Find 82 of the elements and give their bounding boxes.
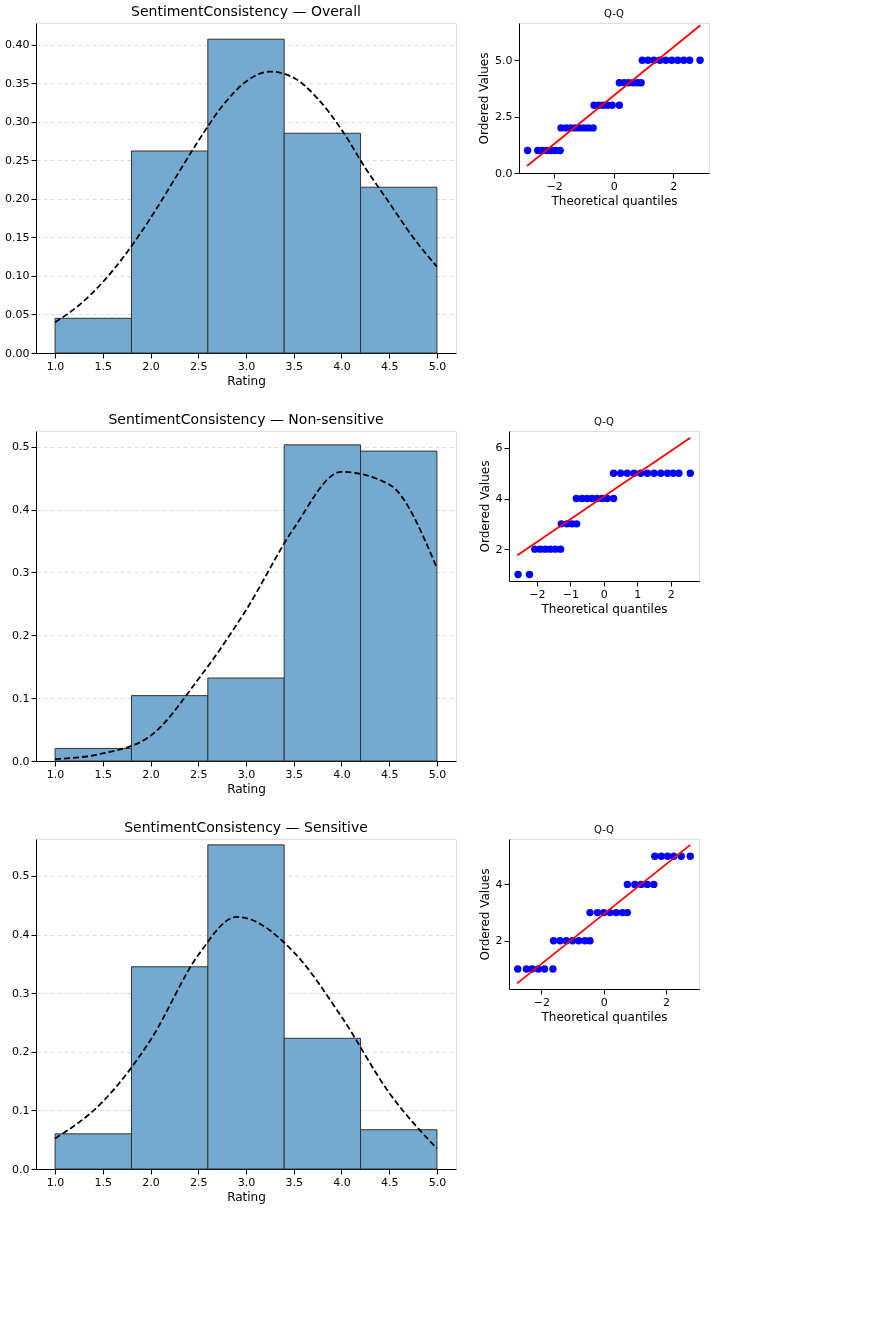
x-tick-label: 3.5 <box>285 767 303 781</box>
x-tick-label: 2 <box>662 995 670 1009</box>
x-tick-label: 4.5 <box>380 1175 399 1189</box>
x-tick-label: 2.0 <box>142 767 160 781</box>
y-tick-label: 4 <box>495 492 503 506</box>
x-tick-label: 4.0 <box>333 767 351 781</box>
x-tick-label: 2 <box>670 179 678 193</box>
y-axis-title: Ordered Values <box>477 868 492 961</box>
y-tick-label: 2 <box>495 542 503 556</box>
y-tick-label: 0.35 <box>5 76 30 90</box>
x-tick-label: 4.0 <box>333 359 351 373</box>
x-tick-label: 5.0 <box>428 1175 447 1189</box>
x-tick-label: 2 <box>667 587 675 601</box>
x-tick-label: 1.0 <box>46 767 65 781</box>
y-tick-label: 0.2 <box>12 1045 30 1059</box>
x-tick-label: 0 <box>600 587 608 601</box>
x-axis-title: Theoretical quantiles <box>540 601 668 616</box>
x-tick-label: 1.5 <box>94 1175 113 1189</box>
y-axis-title: Ordered Values <box>477 52 492 145</box>
x-tick-label: 5.0 <box>428 767 447 781</box>
y-tick-label: 0.1 <box>12 1103 30 1117</box>
x-tick-label: 1 <box>634 587 642 601</box>
x-tick-label: 1.0 <box>46 1175 65 1189</box>
x-tick-label: 1.0 <box>46 359 65 373</box>
y-tick-label: 0.1 <box>12 691 30 705</box>
y-tick-label: 0.2 <box>12 628 30 642</box>
x-tick-label: 4.0 <box>333 1175 351 1189</box>
x-tick-label: 4.5 <box>380 767 399 781</box>
y-tick-label: 0.20 <box>5 192 30 206</box>
y-tick-label: 0.3 <box>12 986 30 1000</box>
chart-title: Q-Q <box>594 824 615 835</box>
y-tick-label: 0.4 <box>12 503 30 517</box>
x-tick-label: 0 <box>610 179 618 193</box>
x-tick-label: 2.5 <box>190 359 208 373</box>
x-tick-label: 3.5 <box>285 1175 303 1189</box>
x-tick-label: 1.5 <box>94 767 113 781</box>
y-tick-label: 0.0 <box>12 754 30 768</box>
y-tick-label: 0.15 <box>5 230 30 244</box>
y-tick-label: 2.5 <box>495 110 513 124</box>
x-tick-label: 3.5 <box>285 359 303 373</box>
chart-title: SentimentConsistency — Sensitive <box>124 819 368 835</box>
x-tick-label: 4.5 <box>380 359 399 373</box>
y-tick-label: 0.5 <box>12 869 30 883</box>
y-tick-label: 0.4 <box>12 928 30 942</box>
x-tick-label: 2.0 <box>142 359 160 373</box>
y-tick-label: 0.3 <box>12 565 30 579</box>
y-tick-label: 0.10 <box>5 269 30 283</box>
y-tick-label: 0.05 <box>5 307 30 321</box>
x-tick-label: 3.0 <box>237 1175 256 1189</box>
y-tick-label: 0.0 <box>495 166 513 180</box>
chart-title: SentimentConsistency — Non-sensitive <box>108 411 384 427</box>
x-tick-label: 5.0 <box>428 359 447 373</box>
y-tick-label: 0.25 <box>5 153 30 167</box>
chart-title: Q-Q <box>604 8 625 19</box>
x-axis-title: Theoretical quantiles <box>540 1009 668 1024</box>
x-tick-label: 3.0 <box>237 767 256 781</box>
x-tick-label: −1 <box>562 587 579 601</box>
x-tick-label: 2.0 <box>142 1175 160 1189</box>
x-tick-label: 3.0 <box>237 359 256 373</box>
chart-title: Q-Q <box>594 416 615 427</box>
x-axis-title: Theoretical quantiles <box>550 193 678 208</box>
y-tick-label: 0.0 <box>12 1162 30 1176</box>
x-tick-label: −2 <box>533 995 550 1009</box>
y-axis-title: Ordered Values <box>477 460 492 553</box>
x-tick-label: 2.5 <box>190 1175 208 1189</box>
y-tick-label: 6 <box>495 441 503 455</box>
x-axis-title: Rating <box>227 1189 266 1204</box>
x-axis-title: Rating <box>227 373 266 388</box>
y-tick-label: 0.00 <box>5 346 30 360</box>
x-axis-title: Rating <box>227 781 266 796</box>
y-tick-label: 5.0 <box>495 53 513 67</box>
x-tick-label: −2 <box>546 179 563 193</box>
chart-title: SentimentConsistency — Overall <box>131 3 361 19</box>
x-tick-label: 1.5 <box>94 359 113 373</box>
x-tick-label: −2 <box>529 587 546 601</box>
y-tick-label: 2 <box>495 934 503 948</box>
y-tick-label: 4 <box>495 877 503 891</box>
y-tick-label: 0.30 <box>5 115 30 129</box>
y-tick-label: 0.40 <box>5 38 30 52</box>
x-tick-label: 2.5 <box>190 767 208 781</box>
x-tick-label: 0 <box>600 995 608 1009</box>
y-tick-label: 0.5 <box>12 440 30 454</box>
